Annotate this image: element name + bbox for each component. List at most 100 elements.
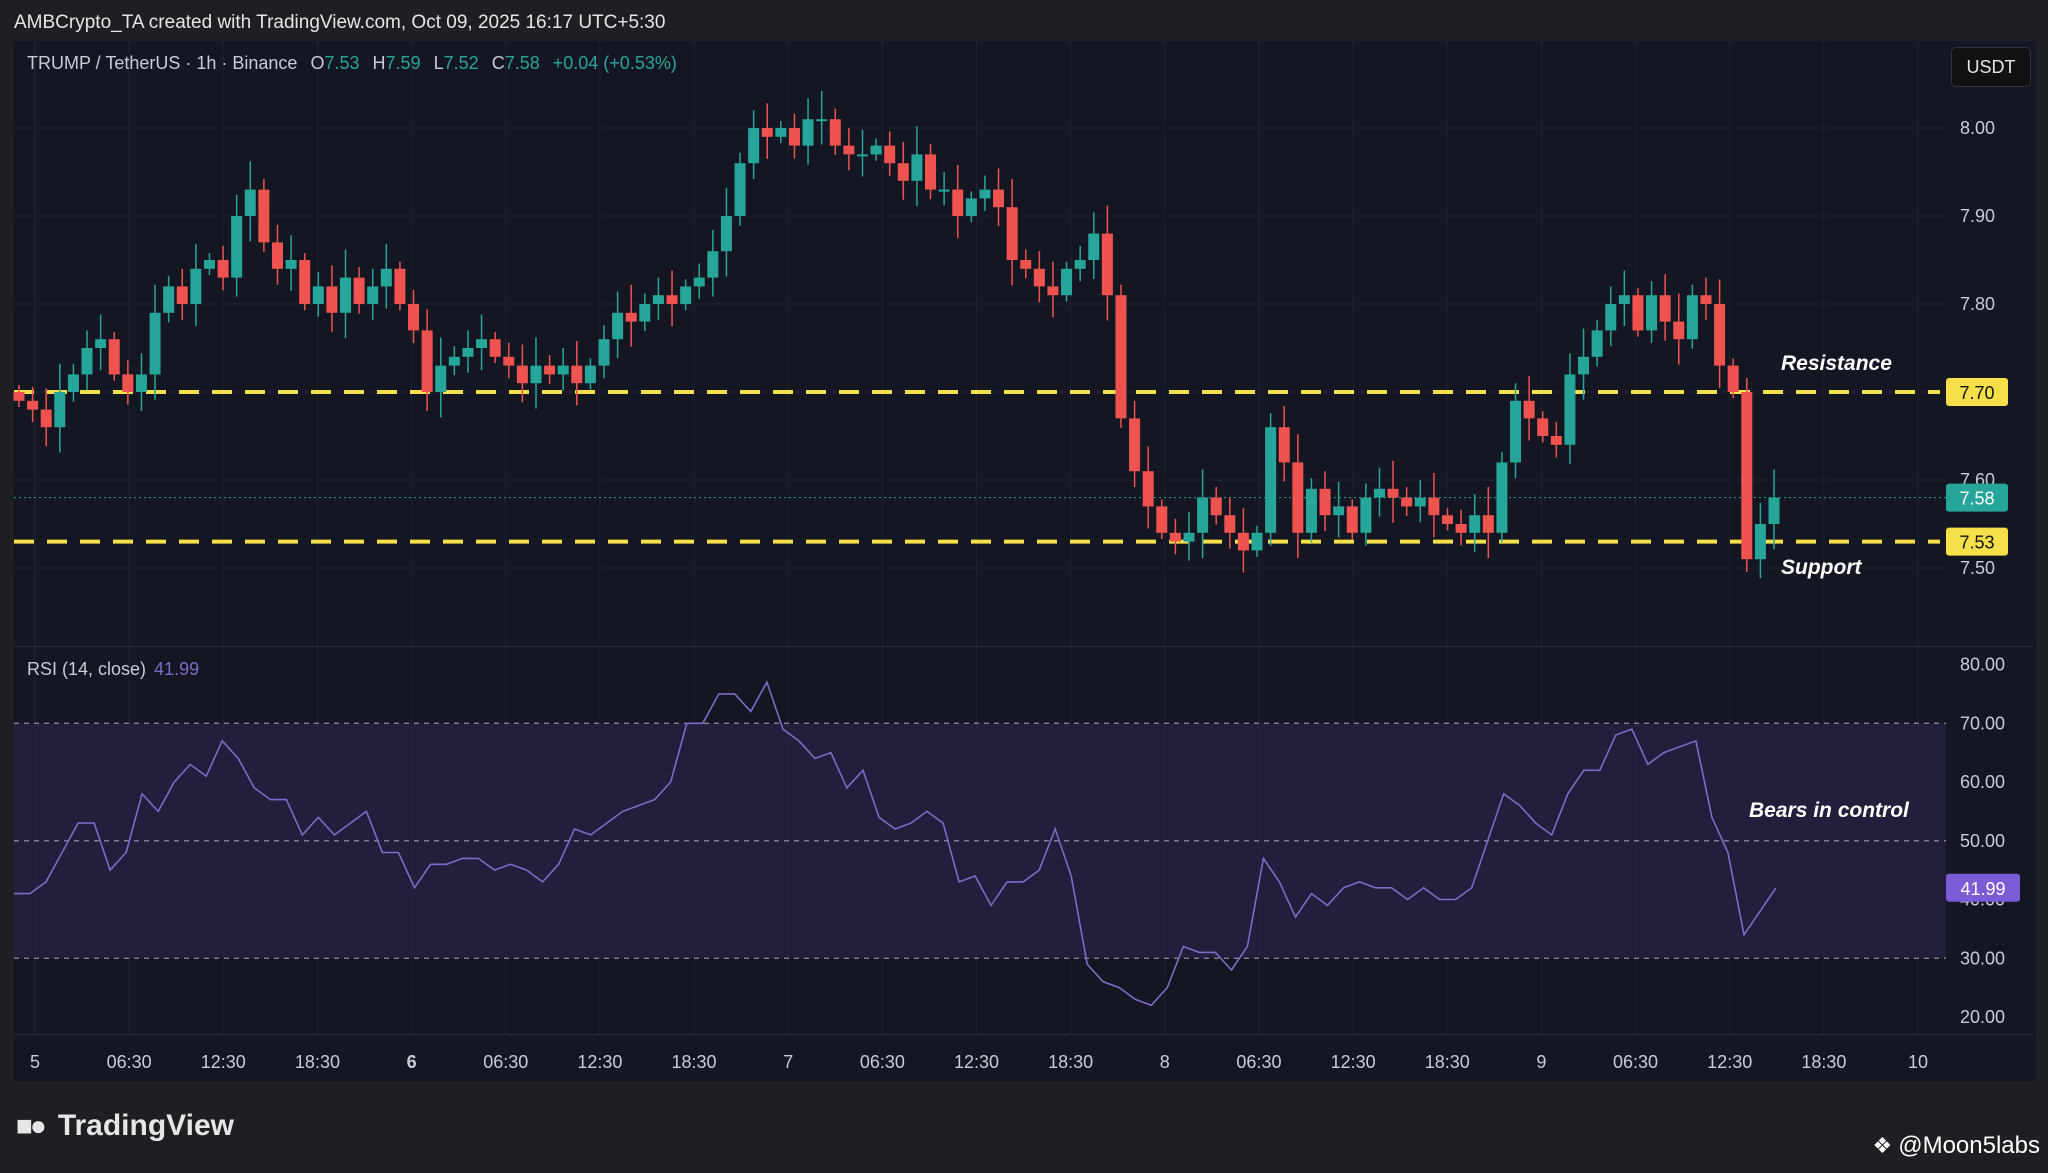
candle-body [95, 339, 107, 348]
rsi-tick-label: 20.00 [1960, 1007, 2005, 1027]
price-tick-label: 7.90 [1960, 206, 1995, 226]
candle [1618, 270, 1630, 327]
candle-body [897, 163, 909, 181]
candle-body [761, 128, 773, 137]
high-key: H [372, 53, 386, 73]
candle [979, 175, 991, 212]
candle-body [1578, 356, 1590, 375]
rsi-legend: RSI (14, close) 41.99 [27, 659, 199, 680]
candle-body [1700, 295, 1712, 304]
candle [353, 267, 365, 314]
candle-body [856, 154, 868, 157]
candle-body [312, 286, 324, 304]
candle [1115, 284, 1127, 428]
candle-body [380, 268, 392, 287]
candle-body [993, 189, 1005, 208]
candle [911, 126, 923, 207]
time-tick-label: 7 [783, 1052, 793, 1072]
candle-body [1523, 400, 1535, 419]
currency-badge[interactable]: USDT [1951, 47, 2031, 87]
rsi-series [14, 680, 1777, 1007]
candle [843, 128, 855, 171]
level-price-label: 7.70 [1959, 383, 1994, 403]
candle-body [421, 330, 433, 392]
candle-body [1469, 515, 1481, 533]
ohlc-legend: TRUMP / TetherUS · 1h · Binance O7.53 H7… [27, 53, 677, 74]
rsi-last-tag [1946, 873, 2020, 902]
candle-body [1496, 462, 1508, 533]
price-tick-label: 8.00 [1960, 118, 1995, 138]
time-tick-label: 6 [407, 1052, 417, 1072]
candle-body [1564, 374, 1576, 445]
candle [1401, 487, 1413, 516]
candle-body [476, 339, 488, 348]
candle-body [1346, 506, 1358, 533]
last-price-tag [1946, 483, 2008, 512]
candle [1714, 279, 1726, 388]
candle [1510, 383, 1522, 479]
candle-body [530, 365, 542, 384]
candle [816, 91, 828, 145]
candle [707, 230, 719, 297]
rsi-tick-label: 60.00 [1960, 772, 2005, 792]
tradingview-brand-text: TradingView [57, 1109, 234, 1142]
time-tick-label: 18:30 [1801, 1052, 1846, 1072]
price-tick-label: 7.80 [1960, 294, 1995, 314]
candle [108, 332, 120, 381]
time-tick-label: 18:30 [672, 1052, 717, 1072]
open-value: 7.53 [324, 53, 360, 73]
candle [1251, 525, 1263, 557]
candle-body [176, 286, 188, 304]
candle [95, 314, 107, 371]
candle-body [1618, 295, 1630, 304]
candle [312, 272, 324, 317]
candle [176, 268, 188, 320]
candle-body [1333, 506, 1345, 516]
candle [1578, 328, 1590, 400]
level-price-tag [1946, 527, 2008, 556]
candle [27, 386, 39, 423]
candle-body [27, 400, 39, 410]
candle [462, 330, 474, 373]
time-tick-label: 18:30 [1048, 1052, 1093, 1072]
candle [285, 235, 297, 291]
time-tick-label: 8 [1160, 1052, 1170, 1072]
candle-body [1455, 524, 1467, 533]
candle [503, 342, 515, 379]
candle [135, 353, 147, 412]
candle-body [666, 295, 678, 304]
candle [448, 346, 460, 376]
symbol-label[interactable]: TRUMP / TetherUS · 1h · Binance [27, 53, 298, 73]
candle [231, 194, 243, 297]
rsi-line [14, 680, 1777, 1007]
candle [1292, 434, 1304, 559]
candle [993, 168, 1005, 227]
candle-body [1101, 233, 1113, 296]
candle-body [54, 392, 66, 428]
candle [1101, 205, 1113, 321]
candle [1727, 358, 1739, 399]
candle [435, 337, 447, 418]
candle-body [1510, 400, 1522, 463]
candle [884, 131, 896, 176]
candle [1237, 508, 1249, 573]
candle-body [979, 189, 991, 199]
tradingview-logo[interactable]: ■● TradingView [16, 1109, 234, 1143]
candle-body [1183, 532, 1195, 542]
candle [1591, 319, 1603, 367]
candle-body [489, 339, 501, 357]
candle [1605, 286, 1617, 347]
candle [625, 284, 637, 347]
candle [571, 340, 583, 406]
candle [1414, 480, 1426, 523]
candle-body [244, 189, 256, 216]
candle [54, 363, 66, 453]
candle [67, 363, 79, 402]
candle-body [1061, 268, 1073, 296]
candle [1319, 471, 1331, 532]
candle-body [285, 260, 297, 269]
candle-body [1142, 471, 1154, 507]
rsi-label[interactable]: RSI (14, close) [27, 659, 147, 679]
rsi-tick-label: 70.00 [1960, 713, 2005, 733]
